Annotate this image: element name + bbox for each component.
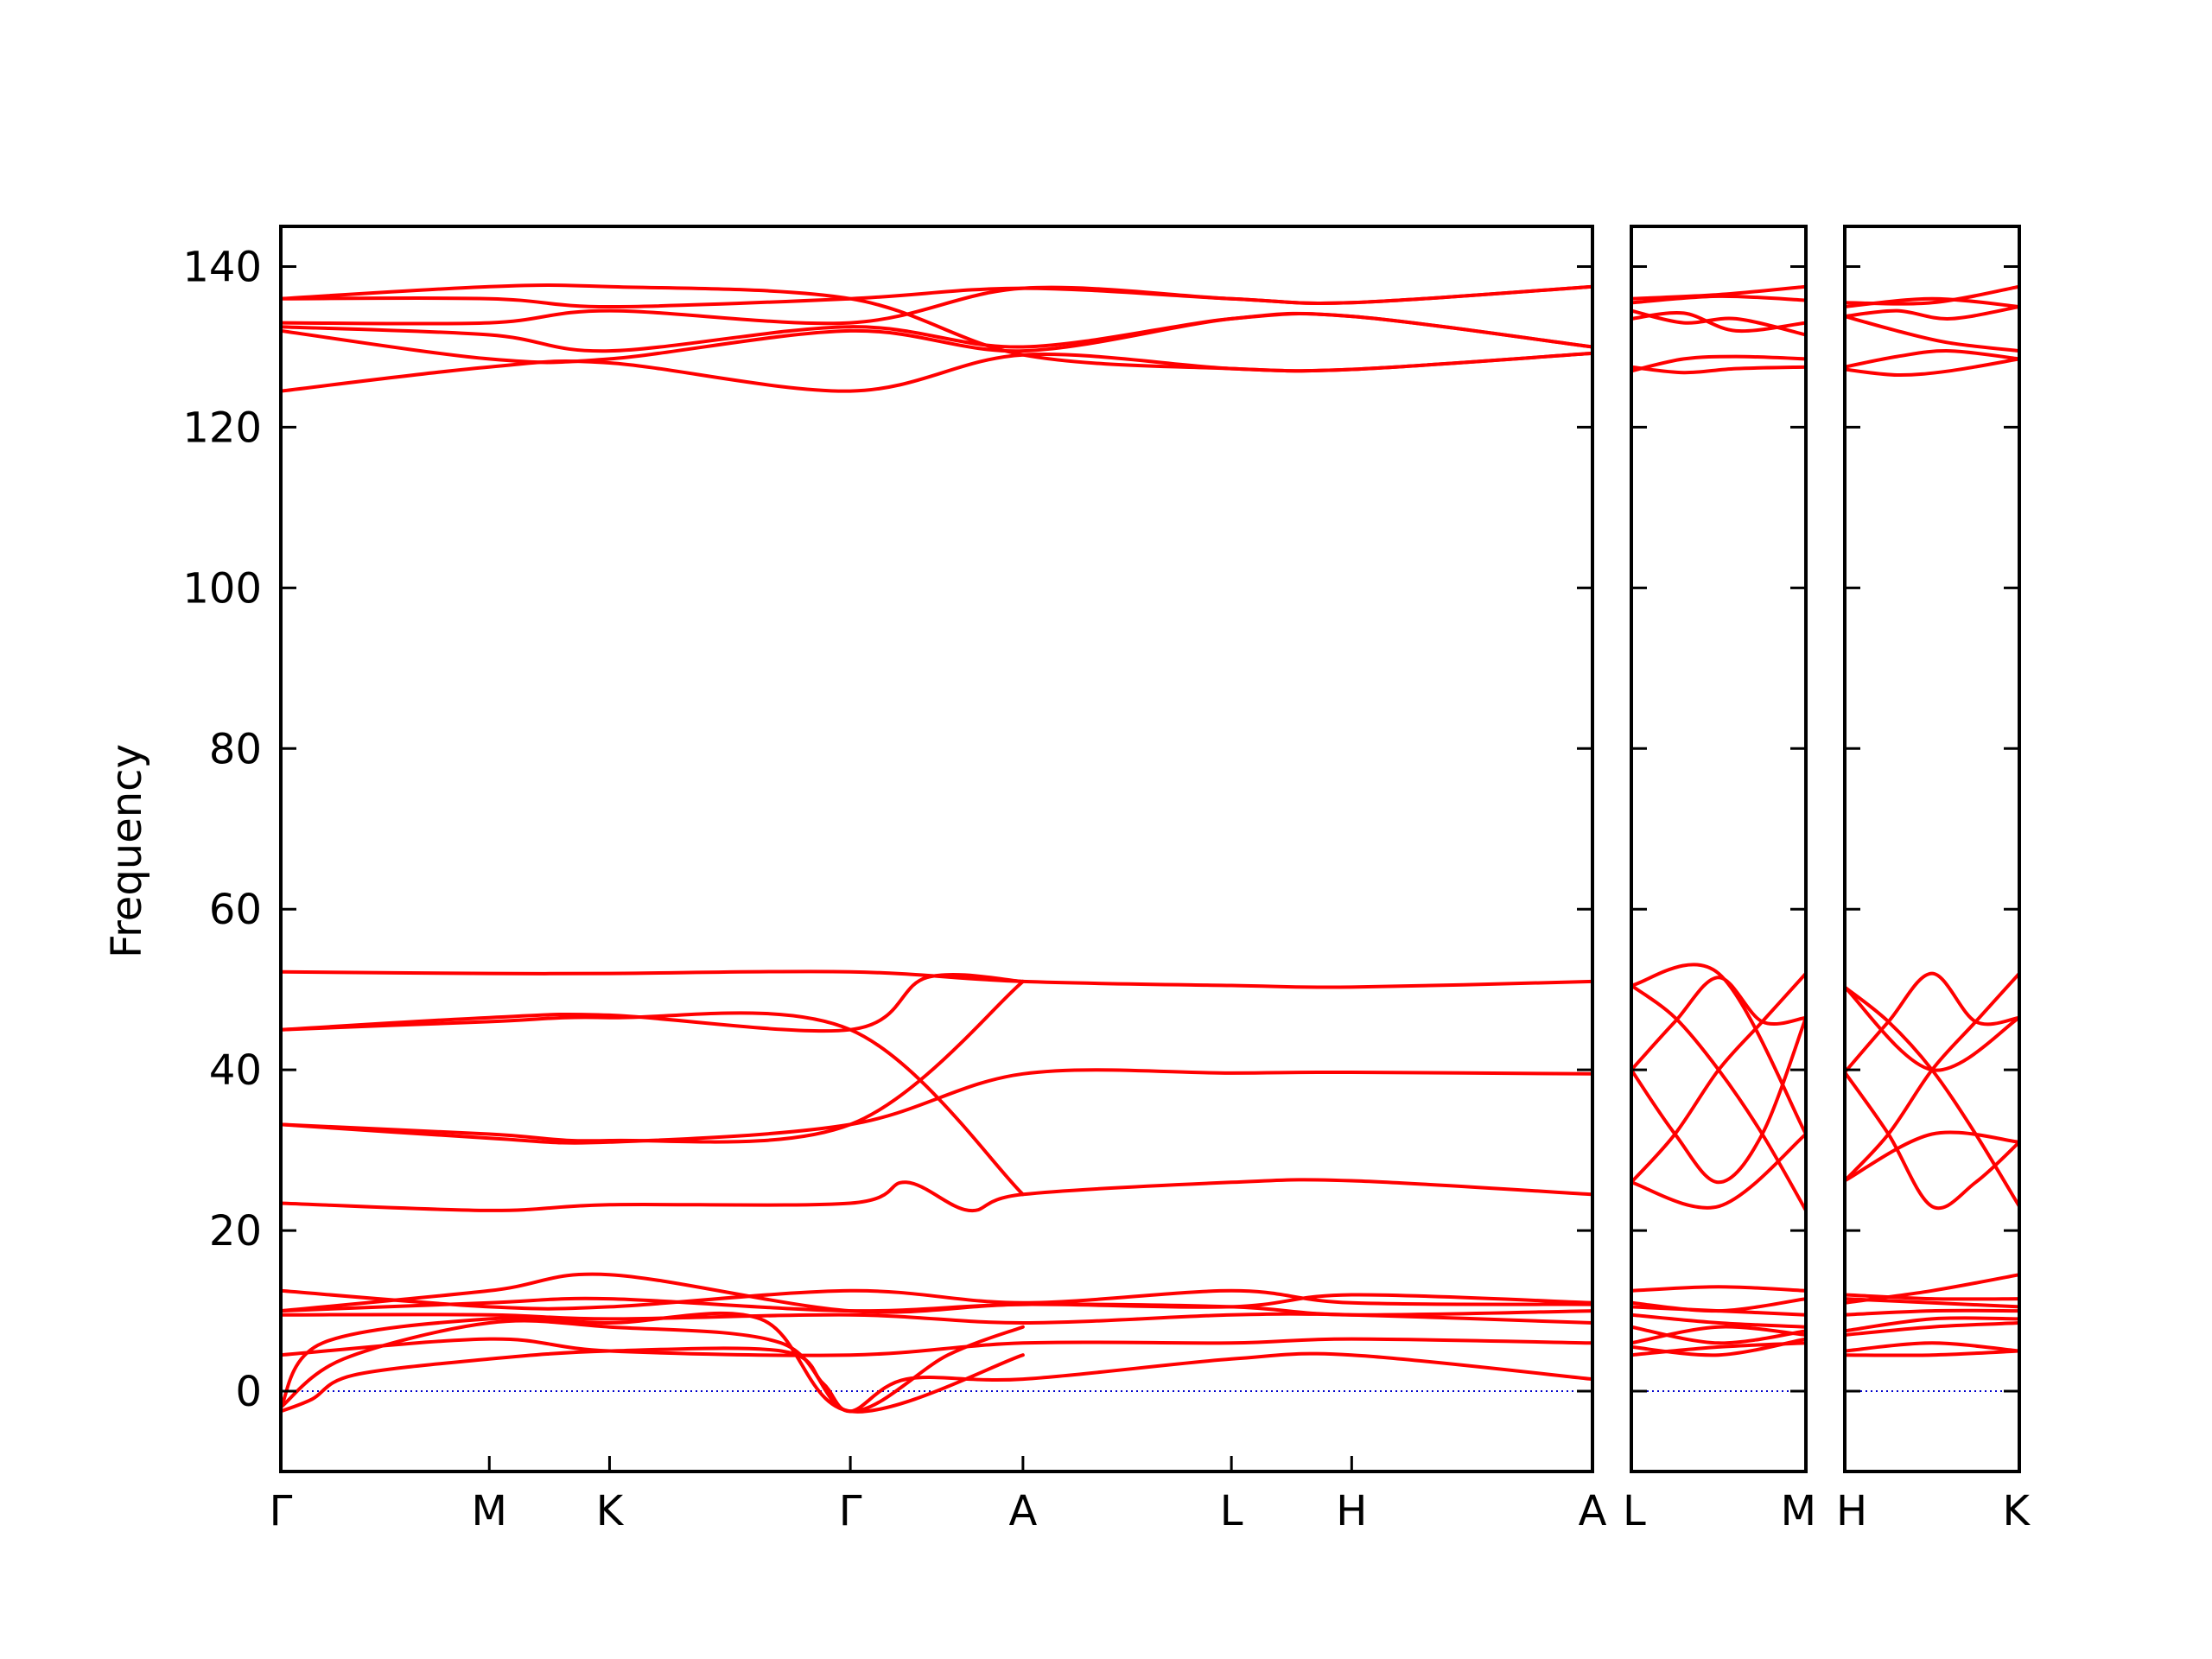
y-axis-label: Frequency: [103, 744, 151, 958]
x-tick-label: K: [596, 1487, 625, 1535]
bands-group: [1845, 284, 2019, 1357]
band-line: [281, 1288, 1592, 1311]
band-line: [1845, 1071, 2019, 1211]
band-line: [1631, 1325, 1806, 1345]
panel-main: 0 20 40 60 80 100 120 140 Γ M K Γ A L H A: [182, 225, 1607, 1535]
band-line: [281, 312, 1592, 353]
band-line: [1631, 983, 1806, 1212]
band-line: [1845, 315, 2019, 353]
x-tick-label: M: [1781, 1487, 1816, 1535]
panel-frame: [279, 225, 1594, 1473]
band-line: [1845, 985, 2019, 1072]
x-tick-label: Γ: [270, 1487, 293, 1535]
band-line: [281, 1319, 1025, 1414]
band-line: [1845, 1293, 2019, 1301]
band-line: [281, 979, 1025, 1144]
band-line: [1845, 349, 2019, 369]
band-line: [1845, 971, 2019, 1074]
x-tick-label: K: [2003, 1487, 2031, 1535]
band-line: [1631, 365, 1806, 375]
x-tick-label: L: [1623, 1487, 1646, 1535]
band-line: [281, 1011, 1025, 1197]
band-line: [281, 1312, 1592, 1325]
band-line: [281, 1311, 1025, 1414]
y-tick-label: 100: [182, 564, 262, 613]
band-line: [1845, 1308, 2019, 1317]
band-line: [1631, 308, 1806, 337]
band-line: [281, 1068, 1592, 1145]
band-line: [1845, 1130, 2019, 1183]
band-line: [1631, 354, 1806, 373]
band-line: [1631, 971, 1806, 1185]
band-line: [1845, 1297, 2019, 1309]
band-line: [1845, 296, 2019, 308]
band-line: [1631, 1313, 1806, 1329]
band-line: [1631, 1325, 1806, 1345]
y-tick-label: 60: [209, 886, 262, 934]
panel-frame: [1843, 225, 2021, 1473]
x-tick-label: M: [472, 1487, 507, 1535]
x-tick-label: H: [1836, 1487, 1867, 1535]
band-line: [1845, 305, 2019, 321]
x-tick-label: A: [1579, 1487, 1607, 1535]
band-line: [281, 972, 1025, 1033]
band-line: [1845, 357, 2019, 378]
y-tick-label: 0: [235, 1368, 262, 1416]
x-tick-label: A: [1008, 1487, 1037, 1535]
band-line: [1845, 1341, 2019, 1353]
band-line: [1631, 976, 1806, 1072]
band-line: [1631, 1341, 1806, 1357]
band-line: [1845, 1316, 2019, 1333]
y-tick-label: 120: [182, 404, 262, 452]
y-tick-label: 20: [209, 1207, 262, 1255]
band-line: [281, 284, 1592, 308]
x-tick-label: L: [1220, 1487, 1243, 1535]
band-line: [1631, 1132, 1806, 1210]
band-line: [281, 1178, 1592, 1213]
y-tick-label: 40: [209, 1046, 262, 1095]
band-line: [281, 1346, 1592, 1414]
x-tick-label: H: [1336, 1487, 1367, 1535]
y-tick-label: 80: [209, 725, 262, 773]
band-line: [1631, 963, 1806, 1136]
band-line: [281, 283, 1592, 373]
band-line: [1845, 1349, 2019, 1357]
band-line: [1631, 1285, 1806, 1293]
bands-group: [1631, 284, 1806, 1357]
bands-group: [281, 283, 1592, 1414]
y-tick-label: 140: [182, 243, 262, 291]
band-line: [1845, 1321, 2019, 1337]
panel-frame: [1630, 225, 1808, 1473]
x-tick-label: Γ: [839, 1487, 862, 1535]
band-line: [1631, 294, 1806, 305]
band-line: [1631, 1305, 1806, 1317]
band-line: [281, 1337, 1592, 1357]
